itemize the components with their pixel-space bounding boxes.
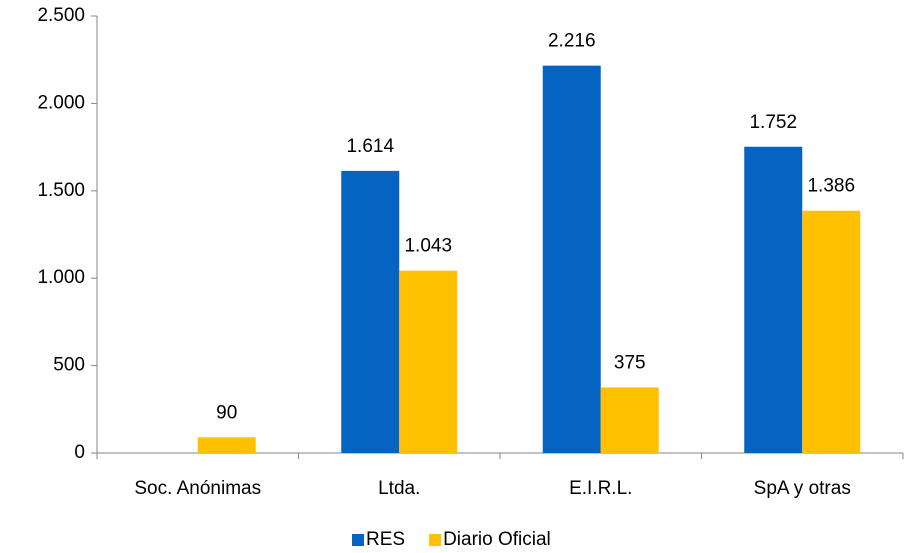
legend-label: Diario Oficial bbox=[443, 529, 551, 550]
data-label: 2.216 bbox=[548, 31, 596, 52]
data-label: 1.752 bbox=[749, 112, 797, 133]
bar bbox=[399, 270, 458, 453]
y-tick-label: 1.000 bbox=[37, 267, 85, 288]
x-tick-label: E.I.R.L. bbox=[569, 478, 632, 499]
y-tick-label: 2.000 bbox=[37, 92, 85, 113]
data-label: 90 bbox=[216, 402, 237, 423]
bar bbox=[802, 210, 861, 453]
y-tick-label: 500 bbox=[53, 355, 85, 376]
y-tick-label: 1.500 bbox=[37, 180, 85, 201]
y-tick-label: 2.500 bbox=[37, 5, 85, 26]
bar bbox=[600, 387, 659, 453]
data-label: 375 bbox=[614, 352, 646, 373]
data-label: 1.043 bbox=[404, 236, 452, 257]
x-tick-label: Ltda. bbox=[378, 478, 420, 499]
data-label: 1.614 bbox=[346, 136, 394, 157]
x-tick-label: Soc. Anónimas bbox=[134, 478, 261, 499]
data-label: 1.386 bbox=[807, 176, 855, 197]
legend-label: RES bbox=[366, 529, 405, 550]
bar bbox=[542, 65, 601, 454]
y-tick-label: 0 bbox=[74, 442, 85, 463]
legend-swatch bbox=[429, 534, 442, 546]
bar bbox=[744, 146, 803, 453]
bar bbox=[197, 437, 256, 453]
x-tick-label: SpA y otras bbox=[754, 478, 851, 499]
bar bbox=[341, 170, 400, 453]
legend-swatch bbox=[352, 534, 364, 546]
